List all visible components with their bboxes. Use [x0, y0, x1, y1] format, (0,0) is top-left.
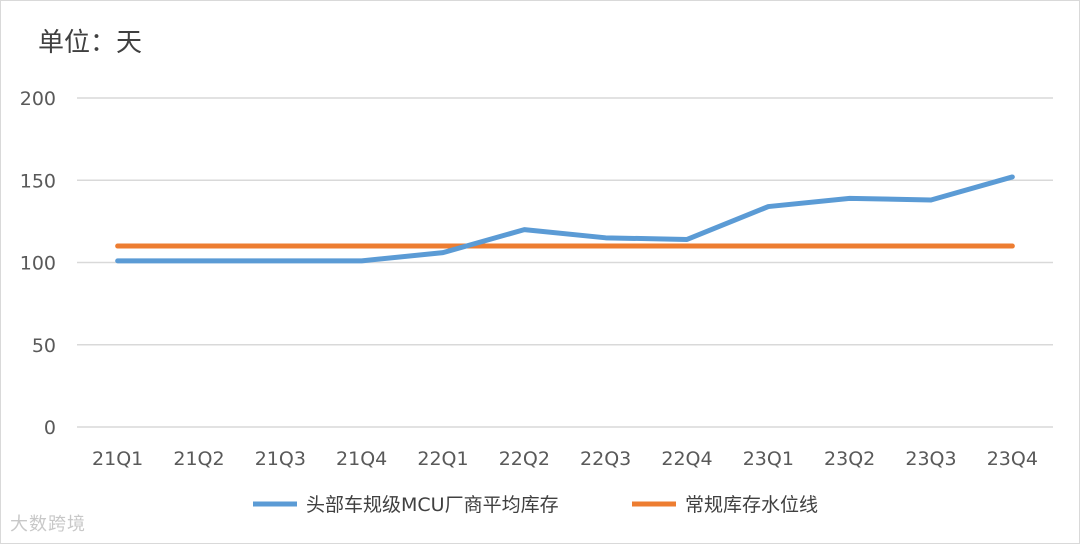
y-tick-label: 0 — [44, 417, 56, 439]
x-tick-label: 22Q1 — [417, 448, 468, 470]
watermark: 大数跨境 — [10, 514, 86, 535]
x-tick-label: 23Q2 — [824, 448, 875, 470]
x-tick-label: 22Q3 — [580, 448, 631, 470]
x-tick-label: 21Q2 — [173, 448, 224, 470]
y-tick-label: 100 — [20, 253, 56, 275]
x-tick-label: 22Q4 — [661, 448, 712, 470]
x-tick-label: 23Q3 — [905, 448, 956, 470]
x-axis-ticks: 21Q1 21Q2 21Q3 21Q4 22Q1 22Q2 22Q3 22Q4 23Q1 23Q2… — [92, 448, 1038, 470]
x-tick-label: 23Q1 — [743, 448, 794, 470]
x-tick-label: 21Q3 — [255, 448, 306, 470]
y-tick-label: 150 — [20, 170, 56, 192]
unit-label: 单位：天 — [38, 28, 143, 58]
legend-label-0: 头部车规级MCU厂商平均库存 — [306, 494, 559, 516]
y-axis-ticks: 0 50 100 150 200 — [20, 88, 56, 439]
y-tick-label: 50 — [32, 335, 56, 357]
x-tick-label: 23Q4 — [987, 448, 1038, 470]
legend-label-1: 常规库存水位线 — [685, 494, 818, 516]
x-tick-label: 21Q1 — [92, 448, 143, 470]
series-line-0 — [115, 174, 1015, 264]
y-tick-label: 200 — [20, 88, 56, 110]
x-tick-label: 22Q2 — [499, 448, 550, 470]
series-lines — [115, 174, 1015, 264]
x-tick-label: 21Q4 — [336, 448, 387, 470]
legend: 头部车规级MCU厂商平均库存 常规库存水位线 — [253, 494, 818, 516]
